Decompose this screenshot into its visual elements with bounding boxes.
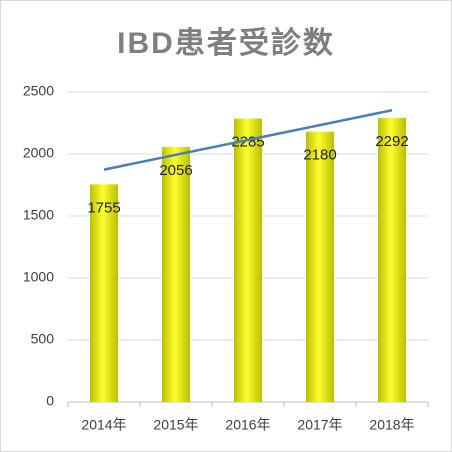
- x-tick-label: 2018年: [369, 417, 414, 433]
- y-tick-label: 1000: [23, 269, 54, 285]
- y-tick-label: 0: [46, 393, 54, 409]
- data-label: 2056: [159, 162, 192, 179]
- y-tick-label: 500: [31, 331, 55, 347]
- chart-title: IBD患者受診数: [117, 26, 335, 60]
- data-label: 2292: [375, 133, 408, 150]
- trendline: [103, 109, 393, 171]
- data-label: 1755: [87, 199, 120, 216]
- x-tick-label: 2017年: [297, 417, 342, 433]
- x-tick-label: 2015年: [153, 417, 198, 433]
- bar: [234, 118, 262, 402]
- y-tick-label: 1500: [23, 207, 54, 223]
- y-tick-label: 2000: [23, 145, 54, 161]
- x-tick-label: 2016年: [225, 417, 270, 433]
- x-tick-label: 2014年: [81, 417, 126, 433]
- bar: [90, 184, 118, 402]
- data-label: 2180: [303, 147, 336, 164]
- bar: [162, 147, 190, 402]
- bar: [306, 131, 334, 402]
- y-tick-label: 2500: [23, 83, 54, 99]
- bar: [378, 117, 406, 403]
